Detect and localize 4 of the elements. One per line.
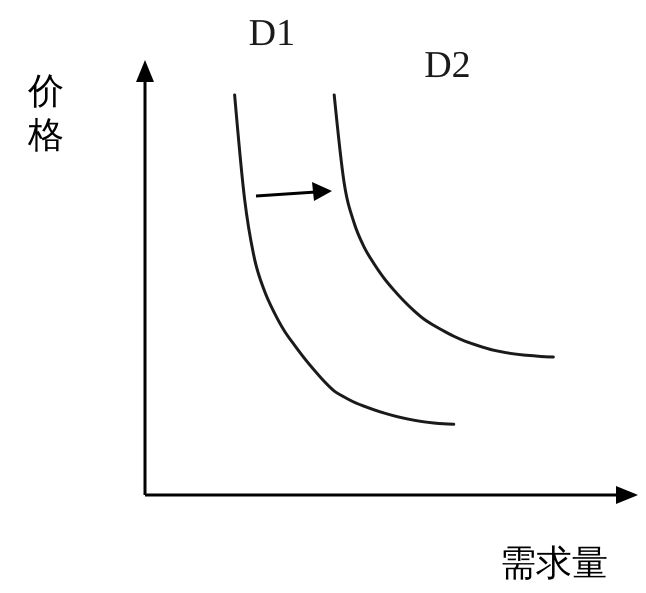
text: D2 — [424, 44, 471, 86]
x-axis-title: 需求量 — [500, 543, 608, 583]
series-label: D1 — [248, 12, 296, 54]
y-axis-title: 价格 — [27, 71, 64, 155]
